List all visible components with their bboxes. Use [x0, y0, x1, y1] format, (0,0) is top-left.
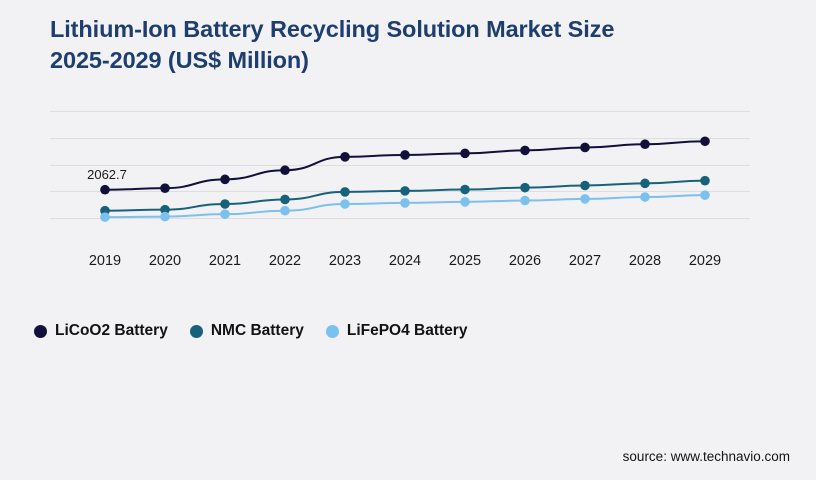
data-point[interactable]: [220, 174, 230, 185]
x-axis-tick-2019: 2019: [88, 253, 122, 269]
data-point[interactable]: [340, 199, 350, 209]
data-point[interactable]: [340, 187, 350, 197]
x-axis-tick-2028: 2028: [628, 253, 662, 269]
legend-marker-icon: [325, 324, 339, 338]
data-point[interactable]: [640, 192, 650, 202]
chart-title: Lithium-Ion Battery Recycling Solution M…: [50, 16, 615, 73]
data-point[interactable]: [400, 150, 410, 160]
x-axis-tick-2023: 2023: [328, 253, 362, 269]
data-point[interactable]: [700, 175, 710, 186]
data-point[interactable]: [160, 211, 170, 222]
data-point[interactable]: [520, 195, 530, 206]
data-point[interactable]: [400, 198, 410, 208]
data-point[interactable]: [160, 204, 170, 215]
data-point[interactable]: [280, 194, 290, 205]
data-point[interactable]: [280, 205, 290, 216]
series-layer: [100, 136, 710, 222]
data-point[interactable]: [160, 183, 170, 193]
data-point[interactable]: [700, 136, 710, 147]
gridlines: [50, 111, 750, 245]
data-point[interactable]: [220, 209, 230, 219]
x-axis-tick-2021: 2021: [208, 253, 242, 269]
legend-label: NMC Battery: [210, 322, 304, 339]
x-axis-tick-2022: 2022: [268, 253, 302, 269]
x-axis-tick-2029: 2029: [688, 253, 722, 269]
legend-marker-icon: [34, 324, 47, 338]
data-point[interactable]: [520, 145, 530, 156]
data-point[interactable]: [340, 152, 350, 162]
gridline: [50, 218, 750, 220]
legend-item-0[interactable]: LiCoO2 Battery: [34, 322, 168, 340]
x-axis-tick-2020: 2020: [148, 253, 182, 269]
data-labels: 2062.7: [50, 111, 750, 245]
x-axis-tick-2024: 2024: [388, 253, 422, 269]
data-point[interactable]: [640, 139, 650, 150]
gridline: [50, 137, 750, 139]
data-point[interactable]: [460, 197, 470, 207]
data-point[interactable]: [280, 165, 290, 176]
data-point[interactable]: [100, 212, 110, 222]
source-attribution: source: www.technavio.com: [622, 449, 790, 464]
legend-item-2[interactable]: LiFePO4 Battery: [325, 322, 468, 340]
data-point[interactable]: [400, 186, 410, 196]
series-line: [104, 179, 706, 212]
data-point[interactable]: [580, 180, 590, 191]
legend-label: LiCoO2 Battery: [55, 322, 168, 339]
x-axis-tick-2026: 2026: [508, 253, 542, 269]
data-point-label: 2062.7: [87, 166, 127, 182]
data-point[interactable]: [640, 178, 650, 189]
legend-item-1[interactable]: NMC Battery: [189, 322, 304, 340]
x-axis-tick-2025: 2025: [448, 253, 482, 269]
data-point[interactable]: [520, 182, 530, 193]
legend-label: LiFePO4 Battery: [346, 322, 468, 339]
plot-area: 2062.7: [50, 111, 750, 245]
data-point[interactable]: [100, 184, 110, 195]
data-point[interactable]: [460, 148, 470, 159]
data-point[interactable]: [460, 184, 470, 195]
data-point[interactable]: [700, 190, 710, 200]
legend-marker-icon: [189, 324, 203, 338]
chart-legend: LiCoO2 Battery NMC Battery LiFePO4 Battery: [34, 322, 467, 340]
data-point[interactable]: [580, 142, 590, 153]
series-line: [104, 140, 706, 191]
x-axis-labels: 2019 2020 2021 2022 2023 2024 2025 2026 2027 2028…: [50, 253, 750, 273]
data-point[interactable]: [580, 194, 590, 204]
gridline: [50, 164, 750, 166]
data-point[interactable]: [220, 199, 230, 209]
x-axis-tick-2027: 2027: [568, 253, 602, 269]
gridline: [50, 111, 750, 112]
gridline: [50, 191, 750, 193]
